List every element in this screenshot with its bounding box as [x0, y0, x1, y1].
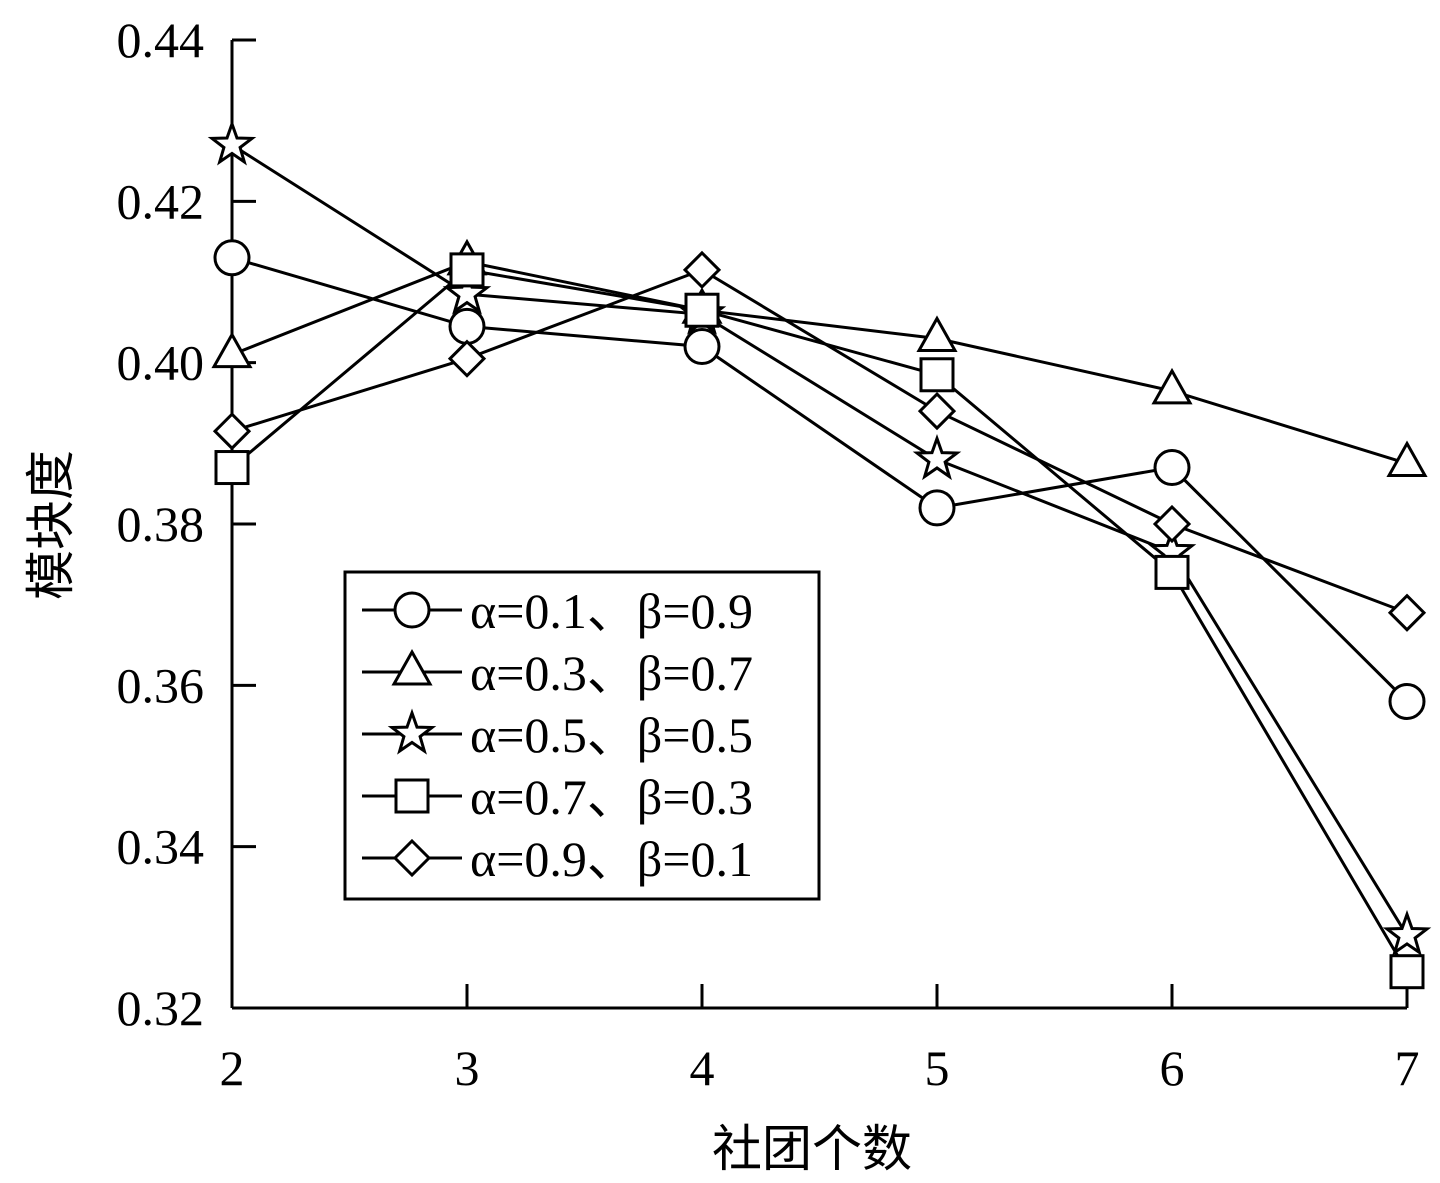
legend: α=0.1、β=0.9 α=0.3、β=0.7 α=0.5、β=0.5 α=0.7、β…: [343, 570, 821, 901]
series-square: [214, 252, 1425, 990]
y-tick-label: 0.36: [117, 657, 205, 713]
legend-item: α=0.9、β=0.1: [362, 831, 753, 887]
legend-marker-triangle: [391, 648, 433, 686]
data-point-diamond: [917, 391, 957, 431]
data-point-circle: [448, 307, 486, 345]
legend-item: α=0.5、β=0.5: [362, 707, 753, 763]
data-point-square: [214, 450, 250, 486]
data-point-triangle: [1151, 367, 1193, 405]
legend-label: α=0.5、β=0.5: [470, 707, 753, 763]
series-circle: [213, 239, 1426, 720]
legend-label: α=0.1、β=0.9: [470, 583, 753, 639]
legend-marker-circle: [393, 591, 431, 629]
data-point-star: [1382, 909, 1432, 957]
series-line: [231, 260, 1408, 465]
data-point-circle: [683, 328, 721, 366]
series-line: [231, 268, 1408, 615]
data-point-diamond: [682, 250, 722, 290]
data-point-diamond: [212, 412, 252, 451]
data-point-square: [1389, 954, 1425, 990]
legend-label: α=0.3、β=0.7: [470, 645, 753, 701]
data-point-star: [912, 434, 962, 481]
x-tick-label: 7: [1395, 1040, 1420, 1096]
legend-marker-diamond: [392, 838, 432, 878]
series-triangle: [211, 238, 1428, 477]
legend-label: α=0.9、β=0.1: [470, 831, 753, 887]
data-point-circle: [1153, 449, 1191, 487]
data-point-square: [919, 357, 955, 393]
y-axis-label: 模块度: [22, 450, 80, 600]
series-diamond: [212, 250, 1427, 632]
legend-item: α=0.3、β=0.7: [362, 645, 753, 701]
legend-marker-star: [387, 708, 437, 755]
axes: 0.32 0.34 0.36 0.38 0.40 0.42 0.44 2 3 4 5 6 7: [117, 12, 1420, 1096]
series-line: [231, 256, 1409, 703]
series-group: [207, 119, 1432, 990]
series-star: [207, 119, 1432, 957]
x-tick-label: 5: [925, 1040, 950, 1096]
data-point-diamond: [1152, 504, 1192, 544]
data-point-diamond: [447, 339, 487, 378]
legend-item: α=0.1、β=0.9: [362, 583, 753, 639]
data-point-square: [684, 292, 720, 328]
x-tick-label: 3: [455, 1040, 480, 1096]
data-point-star: [207, 119, 257, 166]
y-tick-label: 0.44: [117, 12, 205, 68]
legend-label: α=0.7、β=0.3: [470, 769, 753, 825]
data-point-square: [449, 252, 485, 288]
y-tick-label: 0.42: [117, 173, 205, 229]
x-tick-label: 6: [1160, 1040, 1185, 1096]
data-point-diamond: [1387, 593, 1427, 632]
y-tick-label: 0.34: [117, 819, 205, 875]
y-tick-label: 0.40: [117, 335, 205, 391]
data-point-triangle: [916, 315, 958, 352]
series-line: [231, 268, 1409, 973]
data-point-circle: [918, 489, 956, 527]
y-tick-label: 0.38: [117, 496, 205, 552]
data-point-circle: [213, 239, 251, 277]
legend-marker-square: [394, 778, 430, 814]
data-point-triangle: [211, 331, 253, 369]
data-point-square: [1154, 554, 1190, 590]
series-line: [231, 143, 1409, 937]
data-point-star: [442, 268, 492, 315]
y-tick-label: 0.32: [117, 980, 205, 1036]
data-point-circle: [1388, 682, 1426, 720]
x-tick-label: 4: [690, 1040, 715, 1096]
legend-item: α=0.7、β=0.3: [362, 769, 753, 825]
x-tick-label: 2: [220, 1040, 245, 1096]
x-axis-label: 社团个数: [712, 1120, 912, 1178]
data-point-triangle: [1386, 440, 1428, 477]
